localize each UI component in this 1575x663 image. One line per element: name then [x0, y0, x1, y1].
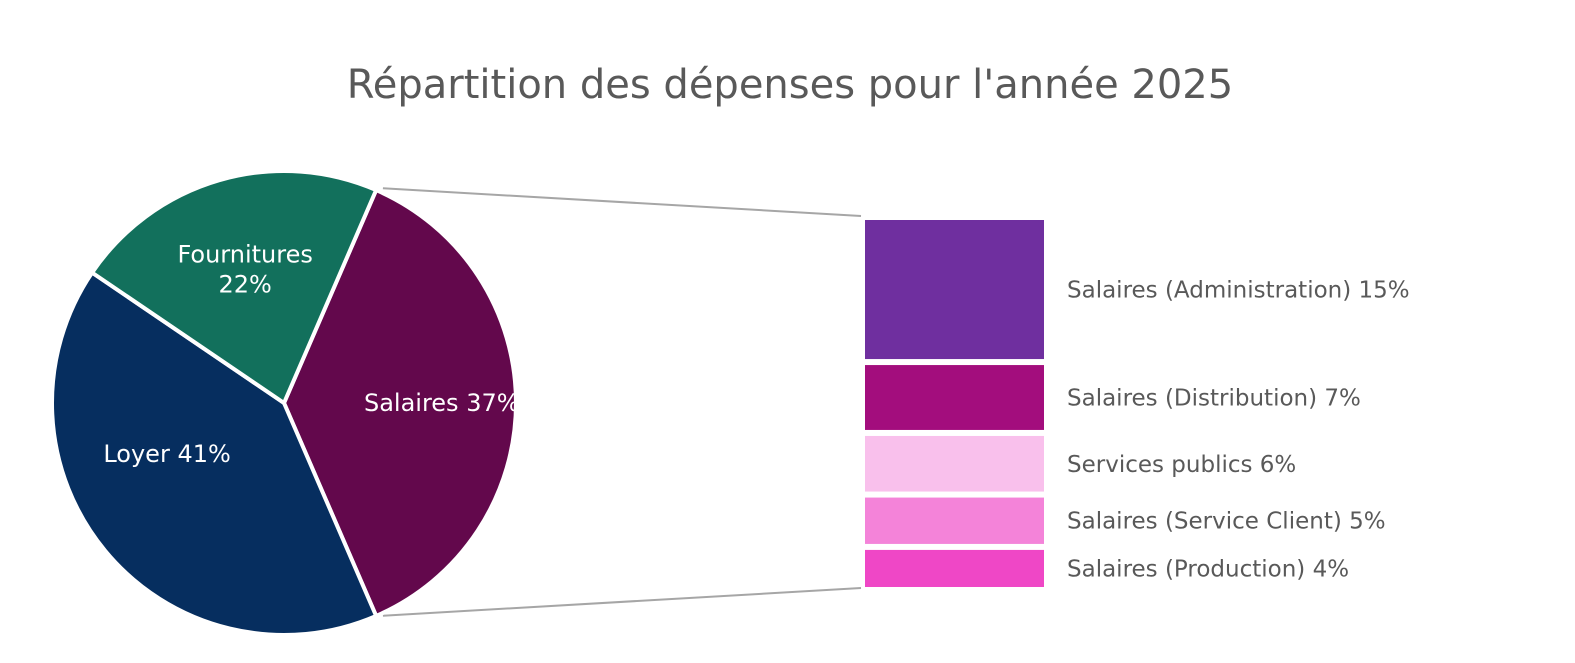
bar-label-services-publics: Services publics 6%	[1067, 452, 1296, 478]
bar-segment-salaires-distribution	[865, 365, 1044, 430]
breakdown-bars	[865, 220, 1044, 587]
bar-segment-salaires-administration	[865, 220, 1044, 360]
bar-segment-salaires-service-client	[865, 497, 1044, 544]
pie-slice-fournitures	[90, 169, 379, 405]
chart-title: Répartition des dépenses pour l'année 20…	[347, 62, 1233, 108]
pie	[50, 169, 518, 637]
bar-label-salaires-administration: Salaires (Administration) 15%	[1067, 278, 1410, 304]
bar-label-salaires-service-client: Salaires (Service Client) 5%	[1067, 509, 1386, 535]
connector-lines	[382, 187, 862, 617]
pie-label-loyer: Loyer 41%	[103, 440, 230, 468]
pie-slice-loyer	[50, 270, 379, 637]
bar-segment-salaires-production	[865, 549, 1044, 587]
pie-label-salaires: Salaires 37%	[364, 389, 520, 417]
connector-line-bottom	[382, 587, 862, 617]
bar-label-salaires-distribution: Salaires (Distribution) 7%	[1067, 386, 1361, 412]
bar-label-salaires-production: Salaires (Production) 4%	[1067, 556, 1349, 582]
pie-label-fournitures: Fournitures 22%	[177, 240, 312, 298]
pie-labels: Salaires 37% Loyer 41% Fournitures 22%	[103, 240, 519, 468]
breakdown-labels: Salaires (Administration) 15% Salaires (D…	[1067, 278, 1410, 583]
bar-segment-services-publics	[865, 435, 1044, 492]
connector-line-top	[382, 187, 862, 217]
pie-slice-salaires	[282, 188, 518, 618]
